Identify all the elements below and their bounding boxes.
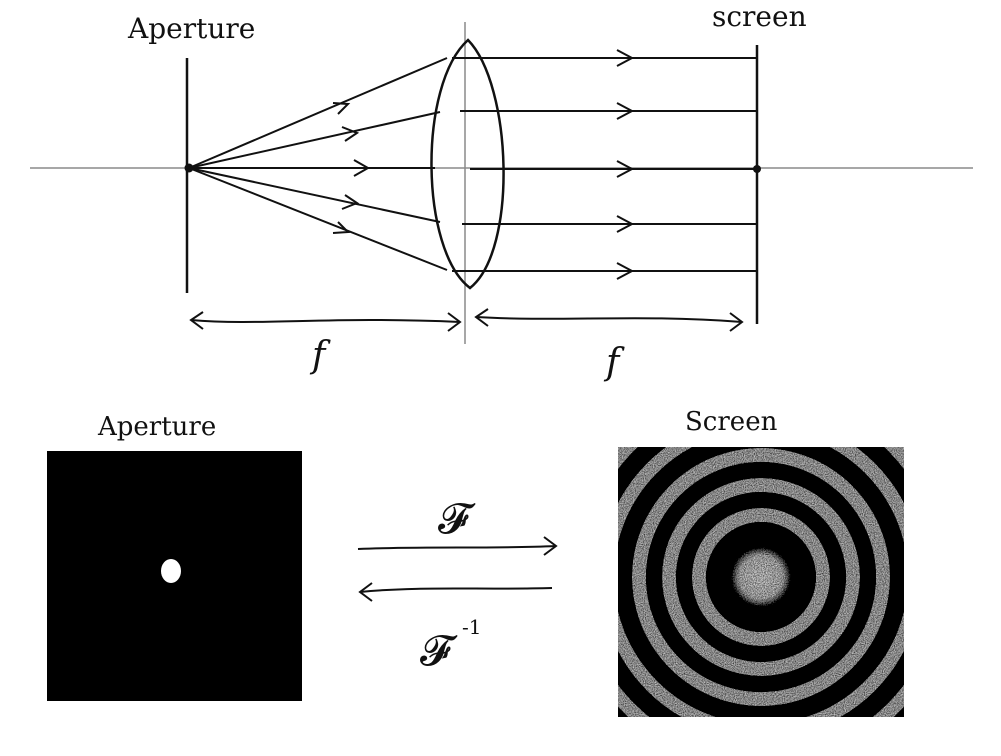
aperture-label-top: Aperture [127, 12, 255, 45]
inverse-superscript: -1 [462, 615, 481, 639]
aperture-pinhole [161, 559, 181, 583]
focal-length-label-left: f [309, 335, 331, 376]
airy-central-disk [725, 541, 797, 613]
airy-ring-2 [662, 478, 860, 676]
focal-length-label-right: f [603, 342, 625, 383]
convex-lens [430, 38, 505, 290]
airy-ring-1 [692, 508, 830, 646]
screen-label-top: screen [712, 0, 807, 33]
fourier-transform-label: 𝓕 [438, 494, 476, 543]
lens-system: Aperture screen f f [30, 0, 973, 383]
inverse-fourier-transform-label: 𝓕 [420, 626, 458, 675]
airy-pattern-panel [618, 447, 904, 717]
fourier-transform-pair: Aperture 𝓕 𝓕 -1 Screen [47, 407, 904, 717]
focal-length-arrows [189, 308, 744, 332]
transform-arrows [357, 536, 558, 602]
airy-ring-3 [632, 448, 890, 706]
screen-label-bottom: Screen [685, 407, 778, 437]
diverging-rays [188, 57, 448, 271]
aperture-label-bottom: Aperture [97, 412, 216, 442]
parallel-rays [452, 49, 757, 280]
